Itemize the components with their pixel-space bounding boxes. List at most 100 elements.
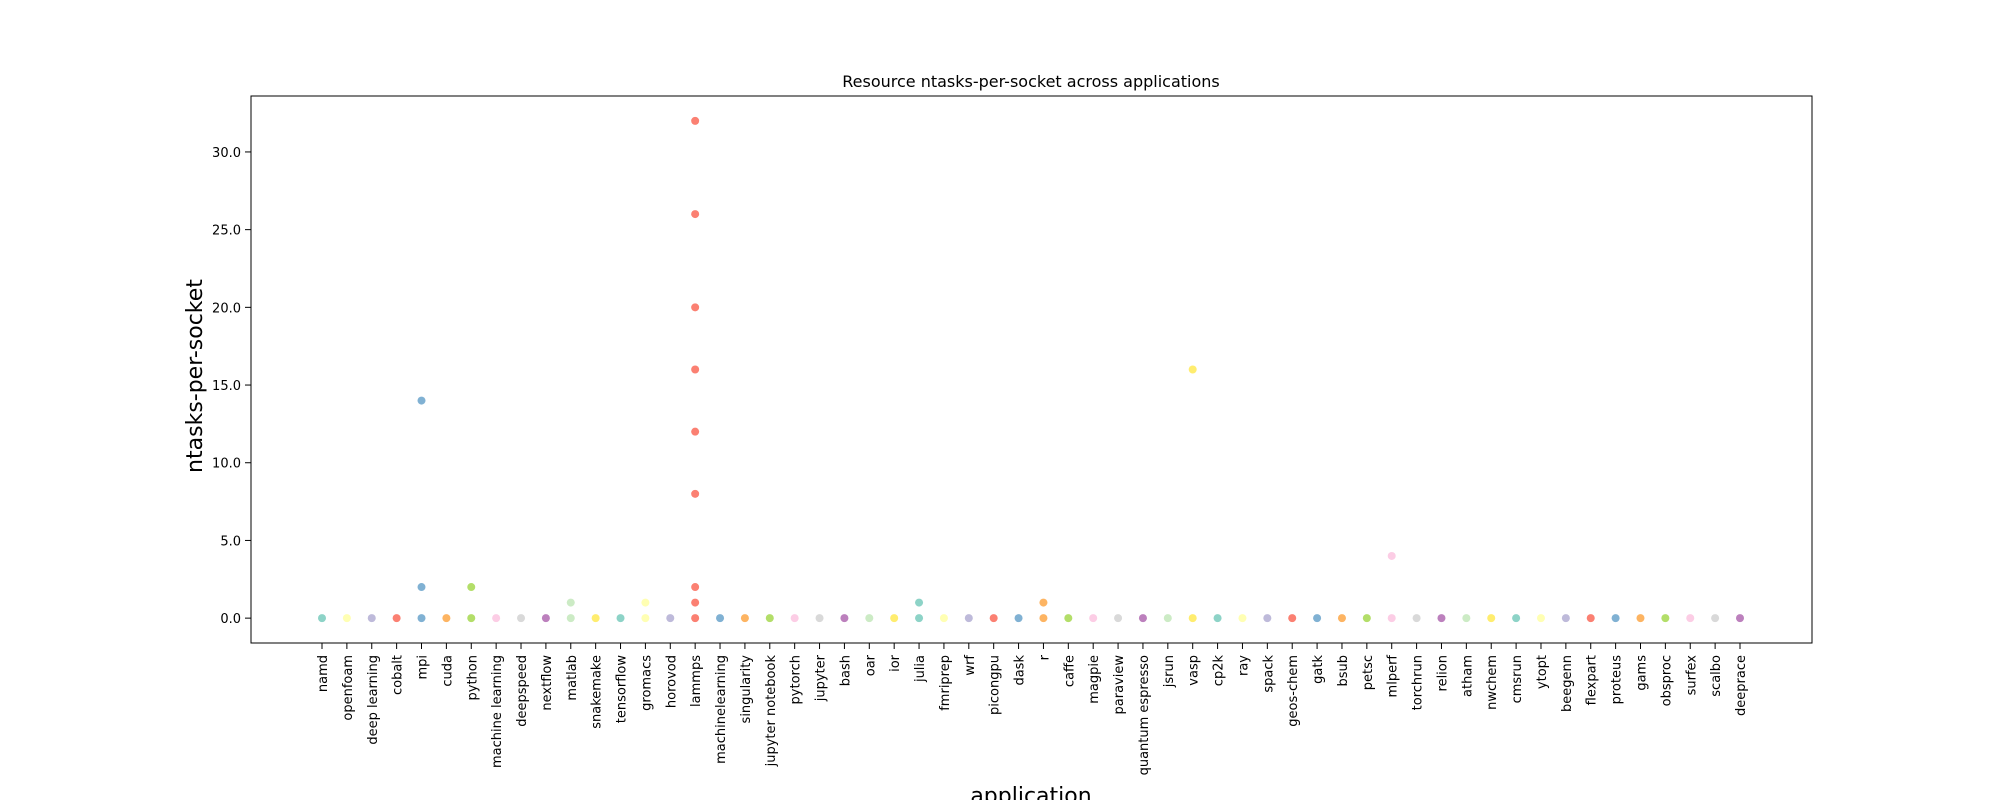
y-tick-label: 10.0 <box>212 457 241 472</box>
x-tick-label: bsub <box>1336 655 1351 687</box>
x-tick-label: singularity <box>739 655 754 724</box>
data-point <box>1114 614 1123 623</box>
x-tick-label: tensorflow <box>615 655 630 724</box>
data-point <box>939 614 948 623</box>
x-tick-label: beegenn <box>1560 655 1575 712</box>
x-tick-label: gromacs <box>639 655 654 711</box>
data-point <box>790 614 799 623</box>
data-point <box>1039 614 1048 623</box>
data-point <box>964 614 973 623</box>
x-tick-label: horovod <box>664 655 679 708</box>
data-point <box>591 614 600 623</box>
data-point <box>1512 614 1521 623</box>
x-tick-label: magpie <box>1087 655 1102 704</box>
data-point <box>865 614 874 623</box>
x-tick-label: wrf <box>963 655 978 676</box>
x-tick-label: scalbo <box>1709 655 1724 697</box>
data-point <box>417 614 426 623</box>
data-point <box>765 614 774 623</box>
x-tick-label: pytorch <box>789 655 804 704</box>
data-point <box>392 614 401 623</box>
x-tick-label: petsc <box>1361 655 1376 690</box>
x-tick-label: jupyter <box>814 654 829 702</box>
data-point <box>1064 614 1073 623</box>
x-tick-label: openfoam <box>341 655 356 721</box>
x-tick-label: deepspeed <box>515 655 530 727</box>
x-tick-label: machinelearning <box>714 655 729 764</box>
x-tick-label: flexpart <box>1585 655 1600 705</box>
data-point <box>417 583 426 592</box>
x-tick-label: cuda <box>440 655 455 687</box>
data-point <box>1188 365 1197 374</box>
x-tick-label: obsproc <box>1659 655 1674 706</box>
x-tick-label: deeprace <box>1734 655 1749 716</box>
data-point <box>691 583 700 592</box>
x-tick-label: lammps <box>689 655 704 707</box>
data-point <box>641 598 650 607</box>
data-point <box>1586 614 1595 623</box>
x-tick-label: gams <box>1634 655 1649 691</box>
data-point <box>1362 614 1371 623</box>
data-point <box>1536 614 1545 623</box>
data-point <box>442 614 451 623</box>
data-point <box>517 614 526 623</box>
x-tick-label: fmriprep <box>938 655 953 711</box>
x-tick-label: snakemake <box>590 655 605 729</box>
data-point <box>1089 614 1098 623</box>
data-point <box>641 614 650 623</box>
x-tick-label: nextflow <box>540 655 555 711</box>
x-axis: namd openfoam deep learning cobalt mpi cuda py… <box>316 643 1749 775</box>
data-point <box>1462 614 1471 623</box>
data-point <box>417 396 426 405</box>
data-point <box>890 614 899 623</box>
x-tick-label: caffe <box>1062 655 1077 687</box>
data-point <box>467 583 476 592</box>
data-point <box>691 303 700 312</box>
x-tick-label: mlperf <box>1386 655 1401 698</box>
y-tick-label: 30.0 <box>212 146 241 161</box>
x-tick-label: atham <box>1460 655 1475 697</box>
x-tick-label: oar <box>863 654 878 676</box>
data-point <box>666 614 675 623</box>
x-axis-label: application <box>970 784 1091 800</box>
x-tick-label: quantum espresso <box>1137 655 1152 775</box>
data-point <box>1611 614 1620 623</box>
data-point <box>716 614 725 623</box>
y-tick-label: 25.0 <box>212 224 241 239</box>
data-point <box>1188 614 1197 623</box>
x-tick-label: deep learning <box>366 655 381 745</box>
data-point <box>1487 614 1496 623</box>
data-point <box>691 210 700 219</box>
data-point <box>691 598 700 607</box>
x-tick-label: r <box>1037 654 1052 660</box>
data-point <box>1661 614 1670 623</box>
y-axis-label: ntasks-per-socket <box>183 279 208 473</box>
data-point <box>691 116 700 125</box>
data-point <box>915 614 924 623</box>
data-point <box>342 614 351 623</box>
data-point <box>1263 614 1272 623</box>
data-point <box>1437 614 1446 623</box>
x-tick-label: bash <box>838 655 853 686</box>
plot-area-frame <box>250 95 1813 644</box>
x-tick-label: jupyter notebook <box>764 655 779 768</box>
data-point <box>367 614 376 623</box>
x-tick-label: ray <box>1236 655 1251 676</box>
x-tick-label: proteus <box>1610 655 1625 705</box>
x-tick-label: jsrun <box>1162 655 1177 688</box>
data-point <box>1387 614 1396 623</box>
y-tick-label: 0.0 <box>220 612 241 627</box>
data-point <box>1711 614 1720 623</box>
data-point <box>616 614 625 623</box>
data-point <box>691 489 700 498</box>
data-point <box>1039 598 1048 607</box>
data-point <box>1288 614 1297 623</box>
data-point <box>915 598 924 607</box>
x-tick-label: cobalt <box>391 655 406 695</box>
y-tick-label: 15.0 <box>212 379 241 394</box>
x-tick-label: dask <box>1013 655 1028 686</box>
data-point <box>1138 614 1147 623</box>
data-point <box>691 614 700 623</box>
x-tick-label: cp2k <box>1212 655 1227 687</box>
data-point <box>541 614 550 623</box>
